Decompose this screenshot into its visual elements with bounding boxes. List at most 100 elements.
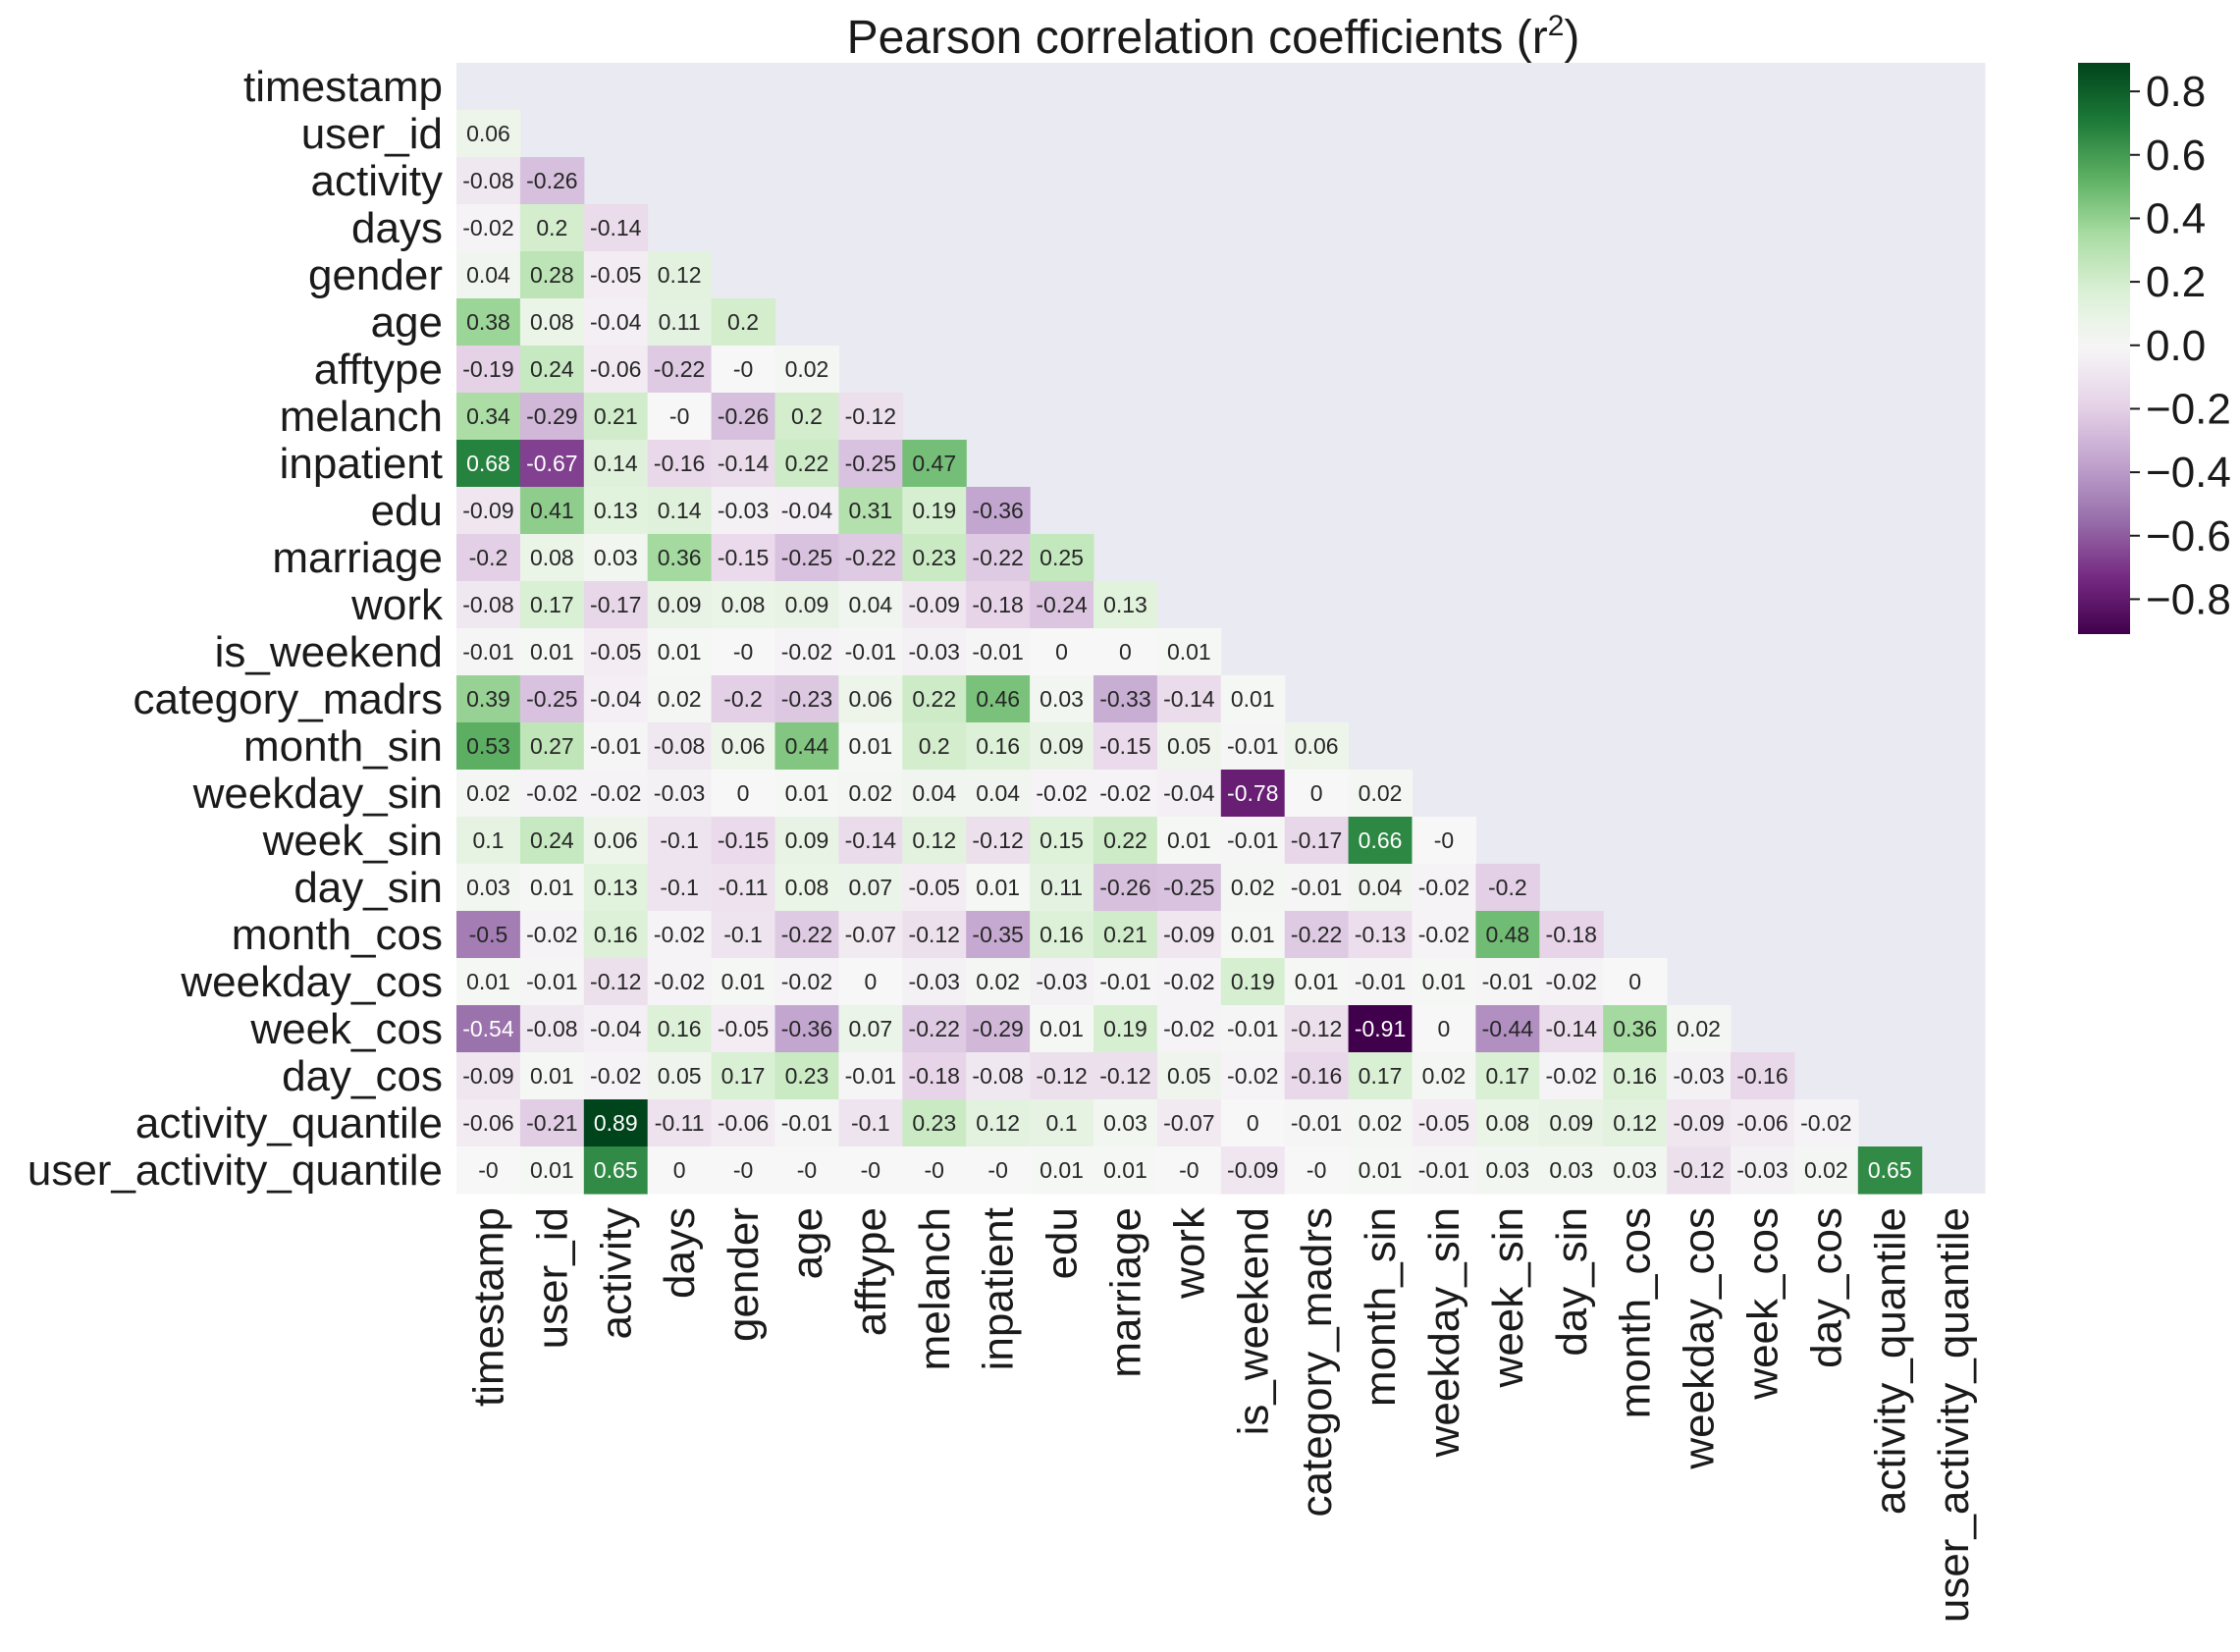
heatmap-cell: [1412, 1099, 1476, 1147]
heatmap-cell: [774, 487, 839, 535]
heatmap-cell: [583, 298, 649, 346]
heatmap-cell: [1093, 770, 1158, 818]
cell-value-label: 0: [737, 780, 750, 806]
cell-value-label: -0.01: [781, 1110, 832, 1136]
cell-value-label: 0.01: [530, 875, 574, 900]
heatmap-cell: [902, 534, 967, 582]
cell-value-label: 0.01: [1040, 1157, 1084, 1183]
cell-value-label: -0.01: [845, 1063, 896, 1089]
cell-value-label: 0.01: [530, 1063, 574, 1089]
heatmap-cell: [519, 487, 585, 535]
cell-value-label: 0.2: [791, 403, 823, 429]
heatmap-cell: [711, 628, 776, 676]
cell-value-label: -0.26: [1099, 875, 1150, 900]
heatmap-cell: [774, 770, 839, 818]
cell-value-label: -0.02: [1418, 922, 1469, 947]
heatmap-cell: [1156, 722, 1222, 771]
cell-value-label: -0.23: [781, 686, 832, 712]
cell-value-label: 0.31: [848, 498, 892, 523]
heatmap-cell: [456, 817, 521, 865]
cell-value-label: -0.14: [1163, 686, 1215, 712]
cell-value-label: -0.18: [1546, 922, 1597, 947]
column-label: day_cos: [1802, 1207, 1850, 1368]
cell-value-label: -0.06: [1736, 1110, 1787, 1136]
cell-value-label: -0.03: [909, 639, 960, 665]
heatmap-cell: [519, 1052, 585, 1100]
heatmap-cell: [1093, 1052, 1158, 1100]
heatmap-cell: [519, 817, 585, 865]
heatmap-cell: [456, 958, 521, 1006]
heatmap-cell: [583, 1005, 649, 1053]
column-label: is_weekend: [1229, 1207, 1277, 1435]
cell-value-label: 0.12: [1613, 1110, 1657, 1136]
heatmap-cell: [838, 864, 903, 912]
heatmap-cell: [966, 628, 1031, 676]
cell-value-label: -0.25: [781, 545, 832, 570]
cell-value-label: -0: [733, 1157, 753, 1183]
heatmap-cell: [711, 440, 776, 488]
cell-value-label: -0.09: [1227, 1157, 1278, 1183]
cell-value-label: -0: [733, 639, 753, 665]
heatmap-cell: [838, 628, 903, 676]
column-labels: timestamp user_id activity days gender age aff…: [464, 1206, 1978, 1623]
cell-value-label: 0.24: [530, 827, 574, 853]
cell-value-label: 0: [1055, 639, 1068, 665]
row-label: is_weekend: [215, 628, 443, 676]
heatmap-cell: [838, 440, 903, 488]
heatmap-cell: [1731, 1099, 1795, 1147]
column-label: marriage: [1101, 1207, 1149, 1378]
heatmap-cell: [1030, 817, 1094, 865]
heatmap-cell: [647, 864, 713, 912]
cell-value-label: 0.02: [1231, 875, 1275, 900]
colorbar-tick-label: 0.6: [2146, 132, 2206, 180]
heatmap-cell: [1220, 911, 1286, 959]
column-label: work: [1165, 1206, 1213, 1300]
cell-value-label: 0.01: [1167, 639, 1211, 665]
heatmap-cell: [583, 958, 649, 1006]
cell-value-label: -0.01: [1291, 875, 1342, 900]
cell-value-label: -0.02: [781, 639, 832, 665]
cell-value-label: 0.2: [919, 733, 950, 759]
cell-value-label: -0.19: [462, 356, 513, 382]
cell-value-label: 0.01: [530, 1157, 574, 1183]
cell-value-label: -0.17: [590, 592, 641, 617]
cell-value-label: 0.12: [658, 262, 702, 288]
cell-value-label: -0.07: [1163, 1110, 1214, 1136]
cell-value-label: -0.15: [718, 545, 769, 570]
cell-value-label: 0.16: [976, 733, 1020, 759]
heatmap-cell: [774, 581, 839, 629]
heatmap-cell: [1603, 1146, 1668, 1195]
heatmap-cell: [1093, 911, 1158, 959]
colorbar-tick-label: −0.6: [2146, 512, 2231, 560]
cell-value-label: -0.01: [1227, 1016, 1278, 1041]
cell-value-label: -0.01: [526, 969, 577, 994]
cell-value-label: -0.04: [590, 309, 642, 335]
chart-title-suffix: ): [1564, 12, 1579, 64]
heatmap-cell: [647, 817, 713, 865]
cell-value-label: -0: [669, 403, 689, 429]
row-label: work: [350, 581, 444, 629]
chart-title-superscript: 2: [1548, 10, 1565, 42]
heatmap-cell: [1539, 958, 1604, 1006]
heatmap-cell: [647, 1099, 713, 1147]
cell-value-label: 0.48: [1485, 922, 1529, 947]
cell-value-label: 0.1: [1046, 1110, 1078, 1136]
cell-value-label: 0: [864, 969, 877, 994]
colorbar-tick-label: 0.0: [2146, 322, 2206, 370]
row-label: week_cos: [249, 1005, 443, 1053]
cell-value-label: -0.04: [590, 1016, 642, 1041]
heatmap-cell: [1475, 1146, 1540, 1195]
cell-value-label: -0.08: [526, 1016, 577, 1041]
heatmap-cell: [711, 487, 776, 535]
colorbar-tick-label: −0.2: [2146, 385, 2231, 433]
row-label: days: [351, 204, 443, 252]
heatmap-cell: [774, 1005, 839, 1053]
heatmap-cell: [1156, 911, 1222, 959]
cell-value-label: 0.23: [912, 1110, 956, 1136]
heatmap-cell: [583, 487, 649, 535]
heatmap-cell: [519, 204, 585, 252]
cell-value-label: -0.25: [526, 686, 577, 712]
cell-value-label: -0.02: [1163, 1016, 1214, 1041]
cell-value-label: -0.12: [1673, 1157, 1724, 1183]
heatmap-cell: [1156, 1146, 1222, 1195]
